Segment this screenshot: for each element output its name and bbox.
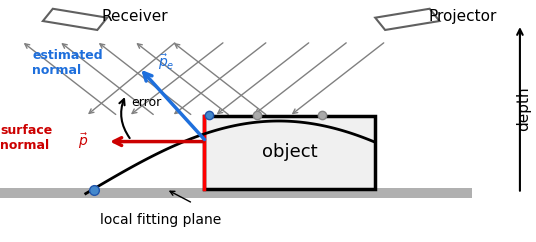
Text: object: object (262, 144, 317, 161)
Text: $\vec{p}_e$: $\vec{p}_e$ (158, 52, 175, 72)
Polygon shape (43, 9, 107, 30)
Text: error: error (131, 96, 161, 109)
Text: Receiver: Receiver (102, 9, 168, 24)
Text: surface
normal: surface normal (0, 124, 52, 152)
Text: estimated
normal: estimated normal (32, 49, 103, 77)
Polygon shape (375, 9, 440, 30)
Text: $\vec{p}$: $\vec{p}$ (78, 132, 88, 151)
Text: local fitting plane: local fitting plane (100, 213, 221, 227)
Text: depth: depth (516, 87, 531, 131)
FancyBboxPatch shape (0, 188, 472, 198)
Text: Projector: Projector (429, 9, 497, 24)
FancyBboxPatch shape (204, 116, 375, 189)
